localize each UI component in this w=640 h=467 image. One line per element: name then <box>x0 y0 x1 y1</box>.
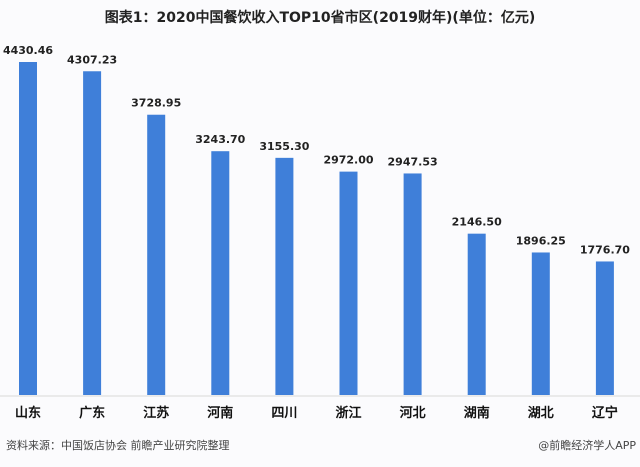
data-label: 3155.30 <box>259 140 309 153</box>
x-tick-label: 江苏 <box>143 405 169 421</box>
bar-湖南 <box>467 233 486 395</box>
x-tick-label: 湖北 <box>528 406 554 421</box>
x-tick-label: 四川 <box>271 406 297 421</box>
chart-title: 图表1：2020中国餐饮收入TOP10省市区(2019财年)(单位：亿元) <box>105 9 535 26</box>
x-tick-label: 浙江 <box>335 405 361 421</box>
x-tick-label: 湖南 <box>464 405 490 421</box>
bar-河北 <box>403 173 422 395</box>
data-label: 2947.53 <box>388 155 438 168</box>
x-tick-label: 河北 <box>400 405 426 421</box>
source-note: 资料来源：中国饭店协会 前瞻产业研究院整理 <box>6 438 230 452</box>
data-label: 1896.25 <box>516 234 566 247</box>
x-tick-label: 辽宁 <box>592 405 618 421</box>
data-label: 4307.23 <box>67 53 117 66</box>
bar-辽宁 <box>595 261 614 395</box>
data-label: 2146.50 <box>452 216 502 229</box>
data-label: 3243.70 <box>195 133 245 146</box>
data-label: 4430.46 <box>3 44 53 57</box>
x-tick-label: 山东 <box>15 405 41 421</box>
bar-浙江 <box>339 171 358 395</box>
bar-江苏 <box>147 114 166 396</box>
bar-湖北 <box>531 252 550 395</box>
bar-山东 <box>19 62 37 395</box>
bar-四川 <box>275 157 294 395</box>
x-tick-label: 广东 <box>79 405 105 421</box>
data-label: 2972.00 <box>323 154 373 167</box>
data-label: 3728.95 <box>131 97 181 110</box>
bar-河南 <box>211 151 230 395</box>
credit-note: @前瞻经济学人APP <box>538 438 636 452</box>
data-label: 1776.70 <box>580 243 630 256</box>
bar-广东 <box>83 71 102 396</box>
x-tick-label: 河南 <box>207 405 233 421</box>
